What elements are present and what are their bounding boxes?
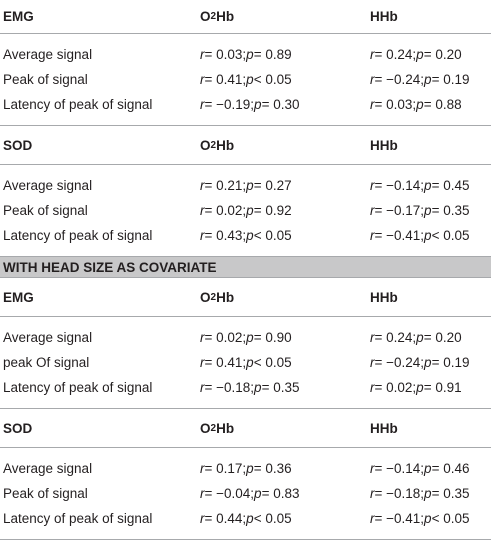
table-row: Latency of peak of signal r = −0.19; p = …: [0, 92, 491, 117]
spacer: [0, 117, 491, 125]
spacer: [0, 448, 491, 456]
section-label: SOD: [3, 420, 33, 436]
o2hb-tail: Hb: [216, 420, 235, 436]
section-label: EMG: [3, 9, 34, 24]
o2hb-value: r = 0.17; p = 0.36: [200, 461, 292, 476]
column-header-o2hb: O 2 Hb: [200, 278, 234, 316]
o2hb-value: r = −0.19; p = 0.30: [200, 97, 300, 112]
row-label: Average signal: [3, 178, 93, 193]
hhb-value: r = 0.24; p = 0.20: [370, 47, 462, 62]
hhb-value: r = −0.18; p = 0.35: [370, 486, 470, 501]
o2hb-value: r = 0.41; p < 0.05: [200, 72, 292, 87]
row-label: Peak of signal: [3, 203, 88, 218]
o2hb-tail: Hb: [216, 289, 235, 305]
spacer: [0, 34, 491, 42]
o2hb-value: r = 0.02; p = 0.92: [200, 203, 292, 218]
spacer: [0, 317, 491, 325]
table-row: Average signal r = 0.17; p = 0.36 r = −0.1…: [0, 456, 491, 481]
o2hb-subscript: 2: [210, 139, 217, 151]
o2hb-value: r = 0.41; p < 0.05: [200, 355, 292, 370]
row-label: Latency of peak of signal: [3, 511, 153, 526]
row-label: Average signal: [3, 47, 93, 62]
table-row: Average signal r = 0.21; p = 0.27 r = −0.1…: [0, 173, 491, 198]
section-header: SOD O 2 Hb HHb: [0, 126, 491, 164]
table-row: peak Of signal r = 0.41; p < 0.05 r = −0.2…: [0, 350, 491, 375]
o2hb-value: r = 0.21; p = 0.27: [200, 178, 292, 193]
section-rule: [0, 408, 491, 409]
row-label: Peak of signal: [3, 72, 88, 87]
table-row: Latency of peak of signal r = 0.44; p < 0…: [0, 506, 491, 531]
hhb-value: r = −0.41; p < 0.05: [370, 228, 470, 243]
hhb-value: r = 0.03; p = 0.88: [370, 97, 462, 112]
row-label: Latency of peak of signal: [3, 97, 153, 112]
column-header-hhb: HHb: [370, 420, 398, 436]
column-header-hhb: HHb: [370, 137, 398, 153]
table-row: Peak of signal r = −0.04; p = 0.83 r = −0.…: [0, 481, 491, 506]
table-row: Peak of signal r = 0.41; p < 0.05 r = −0.2…: [0, 67, 491, 92]
section-header: EMG O 2 Hb HHb: [0, 0, 491, 33]
o2hb-value: r = 0.02; p = 0.90: [200, 330, 292, 345]
table-row: Average signal r = 0.02; p = 0.90 r = 0.24…: [0, 325, 491, 350]
hhb-value: r = 0.02; p = 0.91: [370, 380, 462, 395]
covariate-band: WITH HEAD SIZE AS COVARIATE: [0, 257, 491, 277]
hhb-value: r = −0.24; p = 0.19: [370, 355, 470, 370]
column-header-hhb: HHb: [370, 9, 398, 24]
hhb-value: r = −0.17; p = 0.35: [370, 203, 470, 218]
o2hb-value: r = −0.04; p = 0.83: [200, 486, 300, 501]
spacer: [0, 165, 491, 173]
row-label: Peak of signal: [3, 486, 88, 501]
spacer: [0, 400, 491, 408]
hhb-value: r = −0.14; p = 0.45: [370, 178, 470, 193]
hhb-value: r = −0.14; p = 0.46: [370, 461, 470, 476]
o2hb-o: O: [200, 420, 211, 436]
o2hb-value: r = 0.44; p < 0.05: [200, 511, 292, 526]
o2hb-value: r = 0.03; p = 0.89: [200, 47, 292, 62]
section-header: EMG O 2 Hb HHb: [0, 278, 491, 316]
o2hb-value: r = −0.18; p = 0.35: [200, 380, 300, 395]
column-header-hhb: HHb: [370, 289, 398, 305]
o2hb-value: r = 0.43; p < 0.05: [200, 228, 292, 243]
row-label: Average signal: [3, 330, 93, 345]
hhb-value: r = 0.24; p = 0.20: [370, 330, 462, 345]
spacer: [0, 248, 491, 256]
section-rule: [0, 256, 491, 257]
section-rule: [0, 125, 491, 126]
hhb-value: r = −0.24; p = 0.19: [370, 72, 470, 87]
section-label: SOD: [3, 137, 33, 153]
section-header: SOD O 2 Hb HHb: [0, 409, 491, 447]
o2hb-tail: Hb: [216, 137, 235, 153]
row-label: peak Of signal: [3, 355, 90, 370]
header-rule: [0, 33, 491, 34]
section-label: EMG: [3, 289, 34, 305]
table-row: Latency of peak of signal r = −0.18; p = …: [0, 375, 491, 400]
o2hb-subscript: 2: [210, 11, 217, 22]
table-row: Peak of signal r = 0.02; p = 0.92 r = −0.1…: [0, 198, 491, 223]
header-rule: [0, 316, 491, 317]
o2hb-o: O: [200, 137, 211, 153]
header-rule: [0, 164, 491, 165]
row-label: Latency of peak of signal: [3, 228, 153, 243]
o2hb-subscript: 2: [210, 291, 217, 303]
column-header-o2hb: O 2 Hb: [200, 126, 234, 164]
row-label: Average signal: [3, 461, 93, 476]
table-row: Average signal r = 0.03; p = 0.89 r = 0.24…: [0, 42, 491, 67]
o2hb-tail: Hb: [216, 9, 235, 24]
o2hb-subscript: 2: [210, 422, 217, 434]
spacer: [0, 531, 491, 539]
column-header-o2hb: O 2 Hb: [200, 0, 234, 33]
band-rule: [0, 277, 491, 278]
hhb-value: r = −0.41; p < 0.05: [370, 511, 470, 526]
o2hb-o: O: [200, 9, 211, 24]
column-header-o2hb: O 2 Hb: [200, 409, 234, 447]
o2hb-o: O: [200, 289, 211, 305]
table-row: Latency of peak of signal r = 0.43; p < 0…: [0, 223, 491, 248]
header-rule: [0, 447, 491, 448]
row-label: Latency of peak of signal: [3, 380, 153, 395]
